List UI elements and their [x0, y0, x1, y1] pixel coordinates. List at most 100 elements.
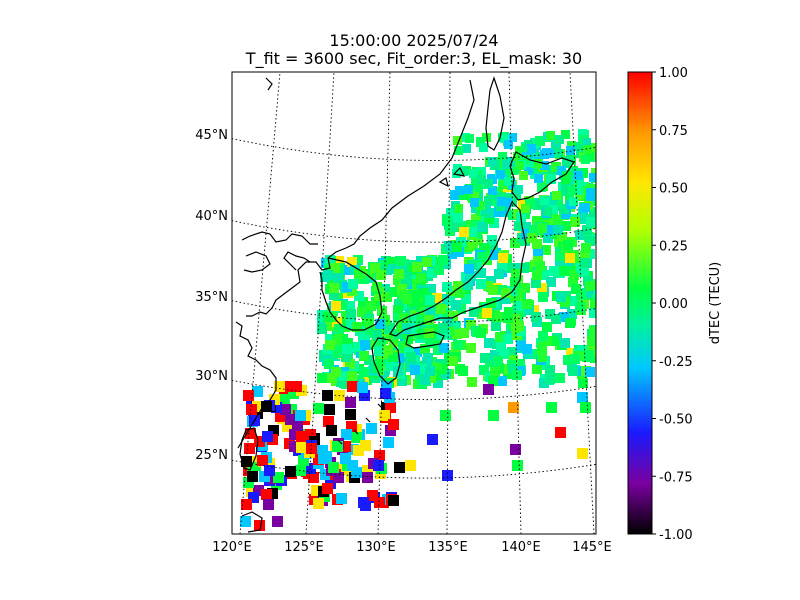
- dtec-cell: [261, 489, 272, 500]
- dtec-cell: [484, 179, 493, 188]
- dtec-cell: [324, 359, 334, 369]
- dtec-cell: [585, 281, 595, 291]
- dtec-cell: [326, 425, 337, 436]
- dtec-cell: [367, 490, 378, 501]
- dtec-cell: [590, 300, 596, 310]
- dtec-cell: [474, 183, 483, 192]
- dtec-cell: [345, 359, 355, 369]
- dtec-cell: [396, 322, 406, 332]
- dtec-cell: [332, 348, 342, 358]
- dtec-cell: [246, 486, 257, 497]
- dtec-cell: [553, 215, 563, 225]
- dtec-cell: [484, 214, 494, 224]
- dtec-cell: [515, 359, 525, 369]
- dtec-cell: [562, 171, 571, 180]
- dtec-cell: [267, 488, 278, 499]
- dtec-cell: [540, 161, 549, 170]
- dtec-cell: [570, 217, 580, 227]
- dtec-cell: [291, 381, 302, 392]
- dtec-cell: [247, 462, 258, 473]
- dtec-cell: [329, 290, 339, 300]
- dtec-cell: [467, 377, 477, 387]
- dtec-cell: [589, 143, 596, 152]
- dtec-cell: [325, 255, 335, 265]
- dtec-cell: [570, 354, 580, 364]
- dtec-cell: [364, 318, 374, 328]
- dtec-cell: [515, 161, 524, 170]
- dtec-cell: [394, 462, 405, 473]
- dtec-cell: [491, 191, 500, 200]
- dtec-cell: [490, 367, 500, 377]
- dtec-cell: [264, 465, 275, 476]
- dtec-cell: [271, 402, 282, 413]
- dtec-cell: [577, 448, 588, 459]
- dtec-cell: [402, 323, 412, 333]
- dtec-cell: [479, 243, 489, 253]
- dtec-cell: [324, 404, 335, 415]
- colorbar-tick-neg-1-00: -1.00: [659, 528, 693, 543]
- dtec-cell: [430, 324, 440, 334]
- dtec-cell: [388, 264, 398, 274]
- dtec-cell: [440, 329, 450, 339]
- dtec-cell: [541, 245, 551, 255]
- colorbar-tick-neg-0-50: -0.50: [659, 413, 693, 428]
- dtec-cell: [476, 137, 485, 146]
- dtec-cell: [245, 428, 256, 439]
- dtec-cell: [252, 386, 263, 397]
- map-title-time: 15:00:00 2025/07/24: [329, 31, 499, 50]
- dtec-cell: [379, 410, 390, 421]
- dtec-cell: [502, 160, 511, 169]
- dtec-cell: [346, 319, 356, 329]
- dtec-cell: [337, 300, 347, 310]
- lon-label-145: 145°E: [572, 540, 612, 555]
- dtec-cell: [576, 290, 586, 300]
- dtec-cell: [537, 223, 547, 233]
- graticule: [232, 72, 596, 534]
- dtec-cell: [254, 520, 265, 531]
- dtec-cell: [574, 171, 583, 180]
- dtec-cell: [400, 301, 410, 311]
- dtec-cell: [286, 404, 297, 415]
- dtec-cell: [446, 208, 456, 218]
- dtec-cell: [379, 371, 389, 381]
- dtec-cell: [497, 261, 507, 271]
- dtec-cell: [422, 257, 432, 267]
- dtec-cell: [532, 270, 542, 280]
- dtec-cell: [575, 191, 584, 200]
- lat-label-45: 45°N: [195, 128, 228, 143]
- dtec-cell: [559, 312, 569, 322]
- dtec-cell: [484, 338, 494, 348]
- dtec-cell: [565, 253, 575, 263]
- dtec-cell: [553, 225, 563, 235]
- dtec-cell: [557, 232, 567, 242]
- dtec-cell: [508, 402, 519, 413]
- dtec-cell: [553, 197, 562, 206]
- dtec-cell: [438, 323, 448, 333]
- dtec-cell: [341, 352, 351, 362]
- dtec-cell: [362, 465, 373, 476]
- dtec-cell: [282, 421, 293, 432]
- lat-label-35: 35°N: [195, 290, 228, 305]
- dtec-cell: [538, 331, 548, 341]
- colorbar-tick-0-75: 0.75: [659, 124, 688, 139]
- dtec-cell: [332, 335, 342, 345]
- dtec-cell: [446, 288, 456, 298]
- dtec-cell: [549, 205, 558, 214]
- dtec-cell: [322, 390, 333, 401]
- map-area: [232, 72, 596, 534]
- dtec-cell: [586, 217, 596, 227]
- dtec-cell: [569, 270, 579, 280]
- dtec-cell: [537, 183, 546, 192]
- dtec-cell: [347, 381, 358, 392]
- dtec-cell: [580, 251, 590, 261]
- dtec-cell: [264, 458, 275, 469]
- dtec-cell: [484, 196, 493, 205]
- dtec-cell: [459, 328, 469, 338]
- dtec-cell: [461, 286, 471, 296]
- lon-label-130: 130°E: [356, 540, 396, 555]
- dtec-cell: [471, 214, 481, 224]
- dtec-cell: [495, 332, 505, 342]
- dtec-cell: [343, 338, 353, 348]
- dtec-cell: [254, 436, 265, 447]
- dtec-cell: [353, 445, 364, 456]
